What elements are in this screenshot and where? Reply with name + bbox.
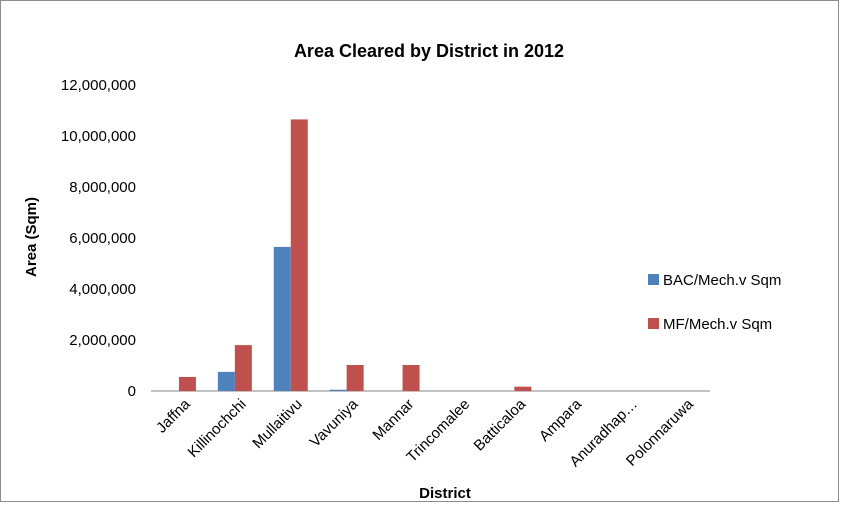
y-axis-label: Area (Sqm) xyxy=(23,197,40,277)
bar xyxy=(290,119,308,392)
bar xyxy=(329,389,347,391)
legend: BAC/Mech.v Sqm MF/Mech.v Sqm xyxy=(648,272,781,333)
x-tick-label: Ampara xyxy=(536,395,586,445)
y-tick-labels: 0 2,000,000 4,000,000 6,000,000 8,000,000 10,… xyxy=(61,77,136,400)
y-tick-label: 4,000,000 xyxy=(69,281,136,298)
bar xyxy=(346,364,364,391)
x-tick-label: Vavuniya xyxy=(307,395,362,450)
x-axis-label: District xyxy=(419,485,471,502)
y-tick-label: 2,000,000 xyxy=(69,332,136,349)
legend-swatch xyxy=(648,274,659,285)
y-tick-label: 8,000,000 xyxy=(69,179,136,196)
bars xyxy=(178,119,532,392)
x-tick-label: Batticaloa xyxy=(471,395,530,454)
y-tick-label: 12,000,000 xyxy=(61,77,136,94)
legend-swatch xyxy=(648,318,659,329)
bar xyxy=(402,364,420,391)
x-tick-label: Mannar xyxy=(369,396,417,444)
bar xyxy=(273,246,291,391)
legend-label: BAC/Mech.v Sqm xyxy=(663,272,781,289)
chart-title: Area Cleared by District in 2012 xyxy=(294,41,564,61)
x-tick-label: Mullaitivu xyxy=(249,396,305,452)
x-tick-label: Killinochchi xyxy=(185,396,250,461)
y-tick-label: 0 xyxy=(128,383,136,400)
bar xyxy=(178,376,196,391)
bar xyxy=(217,371,235,391)
legend-label: MF/Mech.v Sqm xyxy=(663,316,772,333)
bar xyxy=(514,386,532,391)
y-tick-label: 10,000,000 xyxy=(61,128,136,145)
y-tick-label: 6,000,000 xyxy=(69,230,136,247)
bar xyxy=(234,345,252,391)
x-tick-label: Jaffna xyxy=(153,395,194,436)
